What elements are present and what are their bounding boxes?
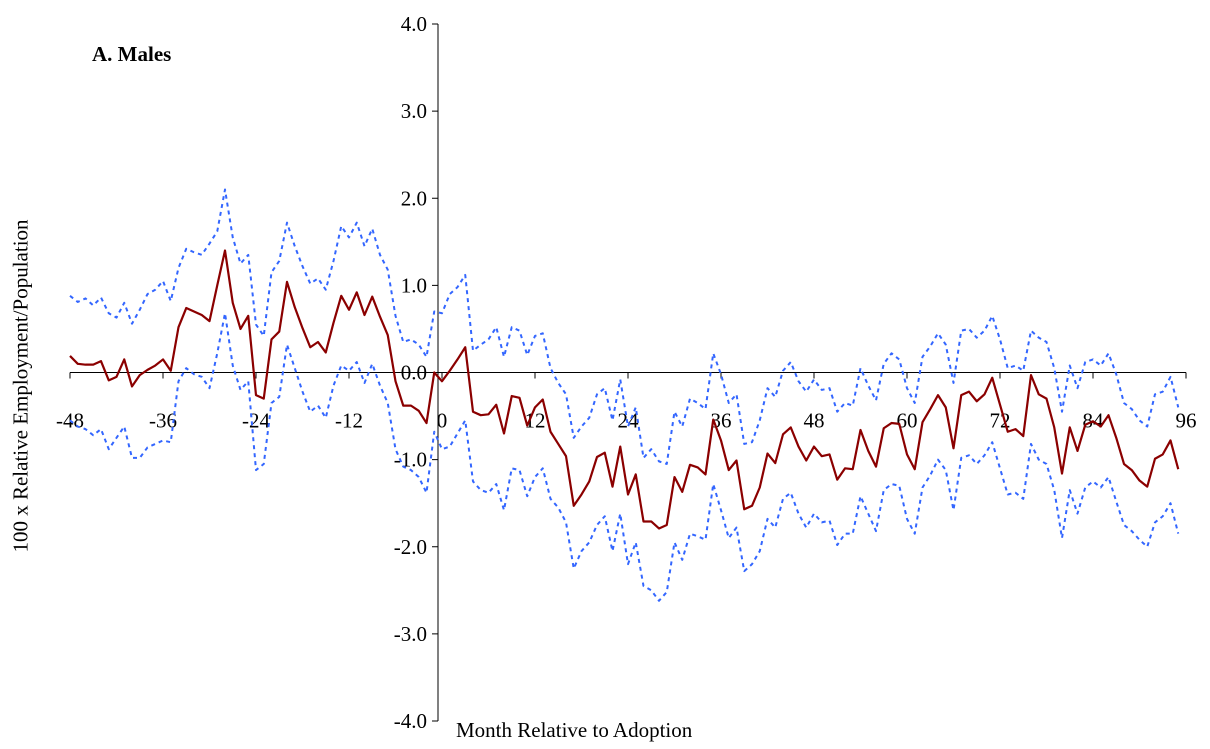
series-line-lower-bound [69, 312, 1180, 602]
series-line-estimate [69, 249, 1180, 530]
series-line-upper-bound [69, 188, 1180, 465]
x-tick-label: 24 [618, 409, 640, 433]
x-tick-label: 96 [1176, 409, 1197, 433]
y-tick-label: -2.0 [394, 535, 427, 559]
x-tick-label: 60 [897, 409, 918, 433]
y-axis-label: 100 x Relative Employment/Population [8, 219, 33, 553]
y-tick-label: 4.0 [401, 12, 427, 36]
x-tick-label: 12 [525, 409, 546, 433]
x-tick-label: -12 [335, 409, 363, 433]
y-tick-label: -1.0 [394, 448, 427, 472]
x-tick-label: -24 [242, 409, 270, 433]
y-tick-label: 2.0 [401, 186, 427, 210]
y-tick-label: 3.0 [401, 99, 427, 123]
y-tick-label: 1.0 [401, 273, 427, 297]
y-tick-label: -4.0 [394, 709, 427, 733]
x-tick-label: 0 [437, 409, 448, 433]
y-axis: 4.03.02.01.00.0-1.0-2.0-3.0-4.0 [394, 12, 439, 733]
chart-title: A. Males [92, 42, 172, 66]
y-tick-label: -3.0 [394, 622, 427, 646]
x-axis-label: Month Relative to Adoption [456, 718, 693, 742]
x-tick-label: 48 [804, 409, 825, 433]
series-layer [69, 188, 1180, 602]
